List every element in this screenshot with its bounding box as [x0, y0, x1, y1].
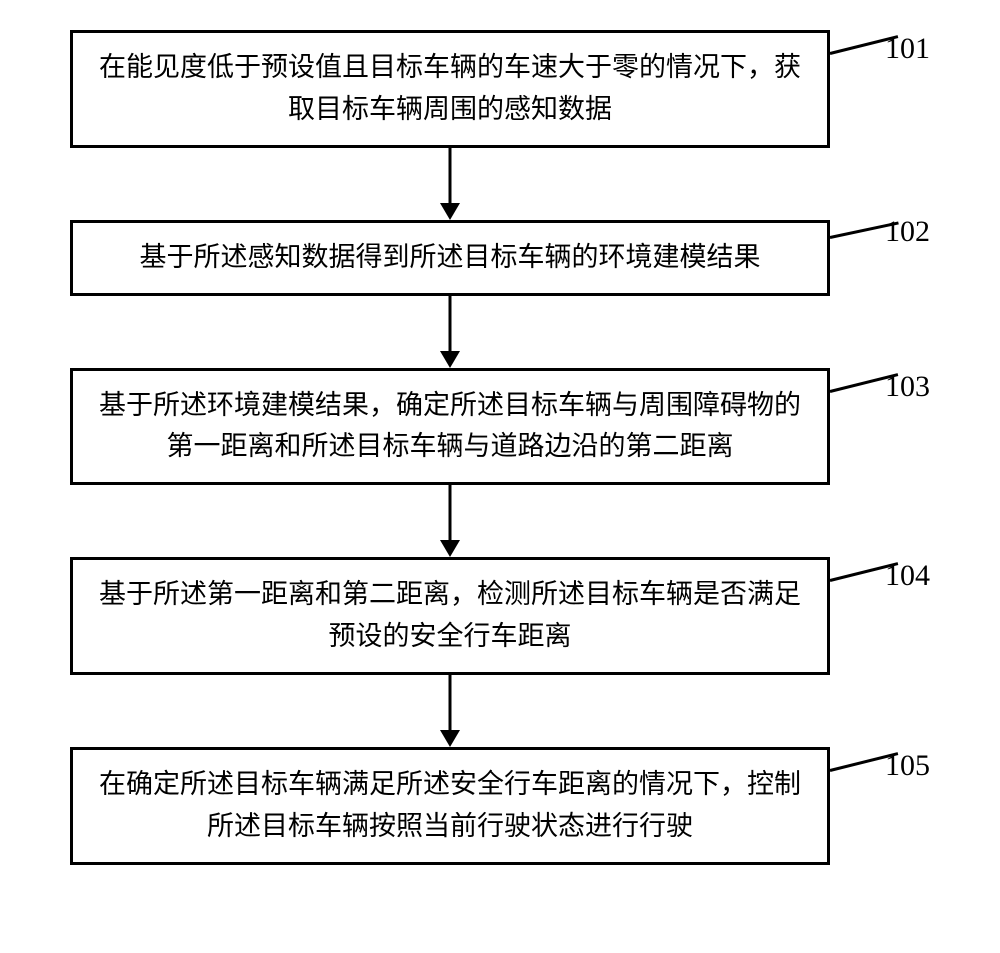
arrow-4: [70, 675, 830, 747]
flow-label-101: 101: [885, 32, 930, 66]
arrow-line-icon: [449, 485, 452, 543]
flow-box-101: 在能见度低于预设值且目标车辆的车速大于零的情况下，获取目标车辆周围的感知数据: [70, 30, 830, 148]
flow-step-105: 在确定所述目标车辆满足所述安全行车距离的情况下，控制所述目标车辆按照当前行驶状态…: [70, 747, 830, 865]
flow-box-103: 基于所述环境建模结果，确定所述目标车辆与周围障碍物的第一距离和所述目标车辆与道路…: [70, 368, 830, 486]
flow-box-104: 基于所述第一距离和第二距离，检测所述目标车辆是否满足预设的安全行车距离: [70, 557, 830, 675]
flow-step-102: 基于所述感知数据得到所述目标车辆的环境建模结果 102: [70, 220, 830, 296]
flow-text-103: 基于所述环境建模结果，确定所述目标车辆与周围障碍物的第一距离和所述目标车辆与道路…: [99, 390, 801, 462]
flow-text-102: 基于所述感知数据得到所述目标车辆的环境建模结果: [140, 242, 761, 272]
flow-step-103: 基于所述环境建模结果，确定所述目标车辆与周围障碍物的第一距离和所述目标车辆与道路…: [70, 368, 830, 486]
flow-label-104: 104: [885, 559, 930, 593]
arrow-line-icon: [449, 148, 452, 206]
arrow-head-icon: [440, 730, 460, 747]
arrow-1: [70, 148, 830, 220]
flow-text-104: 基于所述第一距离和第二距离，检测所述目标车辆是否满足预设的安全行车距离: [99, 579, 801, 651]
arrow-head-icon: [440, 203, 460, 220]
flow-step-104: 基于所述第一距离和第二距离，检测所述目标车辆是否满足预设的安全行车距离 104: [70, 557, 830, 675]
arrow-head-icon: [440, 351, 460, 368]
flowchart-container: 在能见度低于预设值且目标车辆的车速大于零的情况下，获取目标车辆周围的感知数据 1…: [70, 30, 930, 865]
flow-box-105: 在确定所述目标车辆满足所述安全行车距离的情况下，控制所述目标车辆按照当前行驶状态…: [70, 747, 830, 865]
flow-box-102: 基于所述感知数据得到所述目标车辆的环境建模结果: [70, 220, 830, 296]
arrow-head-icon: [440, 540, 460, 557]
arrow-line-icon: [449, 296, 452, 354]
flow-text-105: 在确定所述目标车辆满足所述安全行车距离的情况下，控制所述目标车辆按照当前行驶状态…: [99, 769, 801, 841]
arrow-line-icon: [449, 675, 452, 733]
flow-label-103: 103: [885, 370, 930, 404]
flow-text-101: 在能见度低于预设值且目标车辆的车速大于零的情况下，获取目标车辆周围的感知数据: [99, 52, 801, 124]
flow-label-105: 105: [885, 749, 930, 783]
arrow-3: [70, 485, 830, 557]
flow-label-102: 102: [885, 215, 930, 249]
arrow-2: [70, 296, 830, 368]
flow-step-101: 在能见度低于预设值且目标车辆的车速大于零的情况下，获取目标车辆周围的感知数据 1…: [70, 30, 830, 148]
